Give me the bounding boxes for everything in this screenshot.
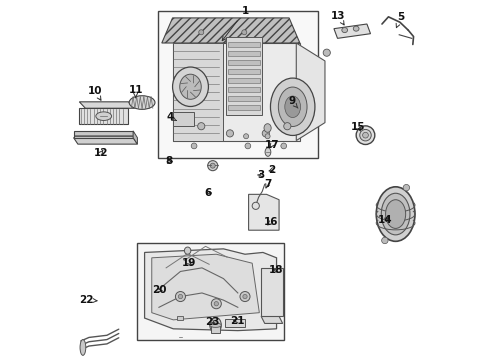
Bar	[261, 268, 283, 316]
Bar	[228, 87, 260, 92]
Bar	[226, 37, 262, 116]
Ellipse shape	[262, 130, 270, 137]
Text: 5: 5	[396, 12, 405, 28]
Ellipse shape	[80, 339, 86, 355]
Ellipse shape	[363, 132, 368, 138]
Bar	[228, 69, 260, 74]
Polygon shape	[296, 43, 325, 140]
Ellipse shape	[129, 96, 155, 109]
Ellipse shape	[199, 30, 204, 35]
Polygon shape	[248, 194, 279, 230]
Bar	[228, 96, 260, 101]
Ellipse shape	[211, 299, 221, 309]
Text: 18: 18	[270, 265, 284, 275]
Text: 22: 22	[79, 295, 97, 305]
Ellipse shape	[285, 96, 300, 117]
Ellipse shape	[184, 247, 191, 254]
Ellipse shape	[265, 134, 270, 139]
Text: 13: 13	[331, 11, 345, 25]
Ellipse shape	[265, 148, 271, 156]
Bar	[228, 105, 260, 110]
Ellipse shape	[356, 126, 375, 144]
Polygon shape	[74, 138, 137, 144]
Polygon shape	[334, 24, 370, 39]
Polygon shape	[79, 102, 135, 108]
Polygon shape	[152, 254, 259, 320]
Ellipse shape	[264, 124, 271, 132]
Ellipse shape	[214, 302, 219, 306]
Ellipse shape	[175, 292, 186, 302]
Text: 8: 8	[165, 156, 172, 166]
Text: 3: 3	[257, 170, 265, 180]
Polygon shape	[261, 316, 283, 323]
Ellipse shape	[243, 294, 247, 299]
Polygon shape	[133, 131, 137, 144]
Bar	[211, 325, 220, 333]
Bar	[137, 243, 284, 339]
Ellipse shape	[381, 193, 410, 235]
Text: 6: 6	[205, 188, 212, 198]
Polygon shape	[172, 43, 223, 140]
Ellipse shape	[386, 200, 406, 228]
Ellipse shape	[96, 112, 112, 121]
Polygon shape	[225, 319, 245, 327]
Text: 12: 12	[94, 148, 108, 158]
Ellipse shape	[191, 143, 197, 149]
Text: 10: 10	[88, 86, 102, 100]
Polygon shape	[162, 18, 300, 43]
Ellipse shape	[353, 26, 359, 31]
Ellipse shape	[244, 134, 248, 139]
Ellipse shape	[180, 74, 201, 99]
Text: 20: 20	[152, 285, 167, 296]
Ellipse shape	[360, 130, 371, 141]
Polygon shape	[74, 131, 133, 138]
Text: 9: 9	[288, 96, 298, 108]
Ellipse shape	[172, 67, 208, 107]
Ellipse shape	[323, 49, 330, 56]
Polygon shape	[172, 43, 300, 140]
Text: 19: 19	[182, 258, 196, 268]
Ellipse shape	[270, 78, 315, 135]
Ellipse shape	[284, 123, 291, 130]
Ellipse shape	[245, 143, 251, 149]
Ellipse shape	[278, 87, 307, 126]
Ellipse shape	[226, 130, 234, 137]
Bar	[158, 11, 318, 158]
Ellipse shape	[342, 28, 347, 33]
Ellipse shape	[382, 237, 388, 244]
Bar	[228, 51, 260, 56]
Bar	[228, 78, 260, 83]
Ellipse shape	[376, 187, 415, 241]
Ellipse shape	[252, 202, 259, 210]
Text: 23: 23	[205, 317, 220, 327]
Polygon shape	[172, 112, 194, 126]
Polygon shape	[79, 108, 128, 125]
Text: 21: 21	[231, 316, 245, 325]
Ellipse shape	[210, 318, 221, 333]
Text: 7: 7	[264, 179, 271, 189]
Ellipse shape	[210, 163, 215, 168]
Ellipse shape	[197, 123, 205, 130]
Text: 1: 1	[222, 6, 248, 41]
Ellipse shape	[178, 294, 183, 299]
Ellipse shape	[281, 143, 287, 149]
Ellipse shape	[210, 323, 221, 327]
Bar	[177, 316, 183, 320]
Ellipse shape	[403, 184, 410, 191]
Text: 11: 11	[128, 85, 143, 98]
Text: 17: 17	[265, 140, 279, 150]
Text: 4: 4	[166, 112, 176, 122]
Text: 2: 2	[268, 165, 275, 175]
Bar	[228, 60, 260, 65]
Bar	[228, 42, 260, 47]
Ellipse shape	[208, 161, 218, 171]
Ellipse shape	[240, 292, 250, 302]
Polygon shape	[145, 249, 276, 330]
Text: 16: 16	[264, 217, 278, 227]
Text: 15: 15	[351, 122, 365, 132]
Text: 14: 14	[378, 215, 392, 225]
Ellipse shape	[242, 30, 247, 35]
